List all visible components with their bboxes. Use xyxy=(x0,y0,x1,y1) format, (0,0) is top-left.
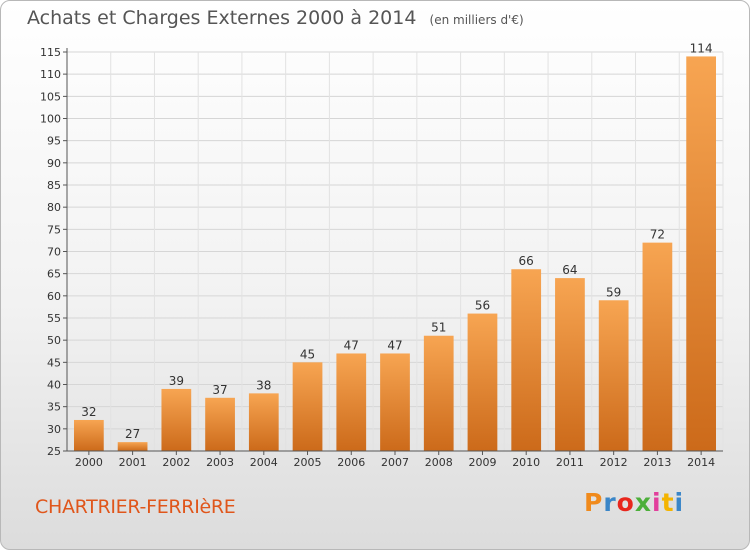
logo-letter: t xyxy=(661,488,675,517)
bar xyxy=(555,278,585,451)
logo-letter: P xyxy=(584,488,604,517)
y-tick-label: 75 xyxy=(47,223,61,236)
x-tick-label: 2014 xyxy=(687,456,715,469)
y-tick-label: 70 xyxy=(47,246,61,259)
y-tick-label: 30 xyxy=(47,423,61,436)
bar xyxy=(73,419,104,451)
logo-letter: o xyxy=(616,488,635,517)
bar xyxy=(380,353,410,451)
data-label: 27 xyxy=(125,427,140,441)
bar xyxy=(511,269,542,451)
data-label: 114 xyxy=(690,41,713,55)
data-label: 47 xyxy=(344,338,359,352)
x-tick-label: 2006 xyxy=(337,456,365,469)
y-tick-label: 110 xyxy=(40,68,61,81)
bar xyxy=(292,362,323,451)
data-label: 47 xyxy=(387,338,402,352)
bar xyxy=(248,393,279,451)
y-tick-label: 100 xyxy=(40,113,61,126)
data-label: 45 xyxy=(300,347,315,361)
data-label: 32 xyxy=(81,405,96,419)
data-label: 38 xyxy=(256,378,271,392)
bar xyxy=(467,313,498,451)
x-tick-label: 2007 xyxy=(381,456,409,469)
y-tick-label: 65 xyxy=(47,268,61,281)
x-tick-label: 2013 xyxy=(643,456,671,469)
x-tick-label: 2003 xyxy=(206,456,234,469)
bar xyxy=(686,56,717,451)
bar xyxy=(423,335,454,451)
y-tick-label: 55 xyxy=(47,312,61,325)
chart-unit: (en milliers d'€) xyxy=(429,13,524,27)
logo-letter: x xyxy=(634,488,652,517)
x-tick-label: 2011 xyxy=(556,456,584,469)
data-label: 64 xyxy=(562,263,577,277)
chart-title: Achats et Charges Externes 2000 à 2014 xyxy=(27,7,417,29)
logo-letter: i xyxy=(674,488,685,517)
y-tick-label: 95 xyxy=(47,135,61,148)
data-label: 39 xyxy=(169,374,184,388)
y-tick-label: 85 xyxy=(47,179,61,192)
x-tick-label: 2004 xyxy=(250,456,278,469)
x-tick-label: 2010 xyxy=(512,456,540,469)
x-tick-label: 2008 xyxy=(425,456,453,469)
bar xyxy=(205,397,235,451)
x-tick-label: 2012 xyxy=(600,456,628,469)
x-tick-label: 2000 xyxy=(75,456,103,469)
y-tick-label: 40 xyxy=(47,379,61,392)
data-label: 51 xyxy=(431,321,446,335)
axes: 25 30 35 40 45 50 55 60 65 70 75 80 85 90 95 100 105 110 1… xyxy=(40,46,723,469)
logo-letter: r xyxy=(603,488,617,517)
data-label: 66 xyxy=(519,254,534,268)
y-tick-label: 60 xyxy=(47,290,61,303)
data-label: 59 xyxy=(606,285,621,299)
data-label: 72 xyxy=(650,228,665,242)
commune-name: CHARTRIER-FERRIèRE xyxy=(35,496,236,518)
bar xyxy=(336,353,367,451)
x-tick-label: 2001 xyxy=(119,456,147,469)
chart-title-block: Achats et Charges Externes 2000 à 2014 (… xyxy=(27,7,524,29)
bar xyxy=(598,300,629,451)
y-tick-label: 25 xyxy=(47,445,61,458)
x-tick-label: 2005 xyxy=(294,456,322,469)
y-tick-label: 45 xyxy=(47,356,61,369)
proxiti-logo: Proxiti xyxy=(584,488,684,517)
data-label: 37 xyxy=(212,383,227,397)
x-tick-label: 2002 xyxy=(162,456,190,469)
x-tick-label: 2009 xyxy=(468,456,496,469)
y-tick-label: 90 xyxy=(47,157,61,170)
logo-letter: i xyxy=(652,488,662,517)
data-label: 56 xyxy=(475,299,490,313)
y-tick-label: 80 xyxy=(47,201,61,214)
y-tick-label: 105 xyxy=(40,90,61,103)
bar xyxy=(161,388,192,451)
y-tick-label: 115 xyxy=(40,46,61,59)
y-tick-label: 35 xyxy=(47,401,61,414)
bar xyxy=(117,442,148,451)
bar xyxy=(642,242,673,451)
y-tick-label: 50 xyxy=(47,334,61,347)
bars: 32 27 39 37 38 45 47 47 51 56 66 64 59 72 114 xyxy=(73,41,717,451)
